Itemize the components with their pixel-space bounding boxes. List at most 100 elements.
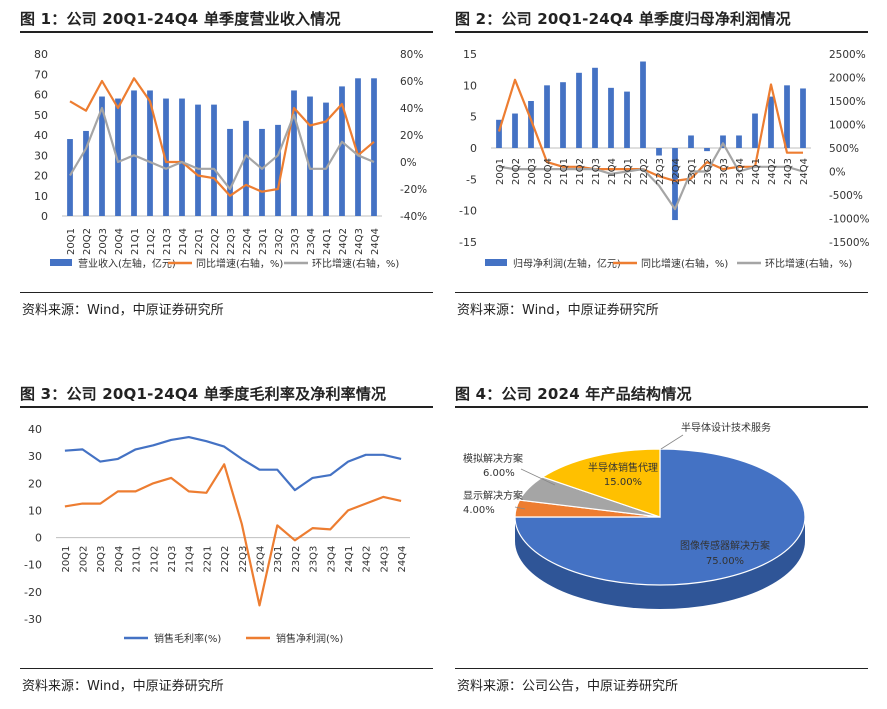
chart1-bar [291, 90, 297, 216]
chart3-xtick: 22Q4 [256, 546, 267, 573]
chart4-label-sales-agent-pct: 15.00% [604, 477, 642, 488]
chart2-bar [496, 119, 502, 148]
chart2-bar [704, 148, 710, 152]
panel-net-profit: 图 2：公司 20Q1-24Q4 单季度归母净利润情况 -15 -10 -5 0 5 10… [455, 0, 870, 330]
chart4-label-sales-agent: 半导体销售代理 [588, 461, 658, 474]
chart1-legend-label: 环比增速(右轴，%) [312, 257, 399, 270]
chart1-bar [307, 96, 313, 216]
chart4-slice-side [515, 517, 805, 609]
chart3-xtick: 23Q3 [309, 546, 320, 573]
chart1-yoy-line [69, 77, 375, 197]
chart1-legend-label: 营业收入(左轴，亿元) [78, 257, 176, 270]
chart1-bar [99, 96, 105, 216]
chart3-xtick: 21Q2 [149, 546, 160, 573]
chart1-ytick-left: 70 [34, 68, 48, 81]
chart2-bar [752, 113, 758, 148]
chart1-ytick-right: 20% [400, 130, 423, 142]
chart2-bar [640, 61, 646, 148]
chart1-bar [227, 128, 233, 216]
chart1-bar [179, 98, 185, 216]
chart2-xtick: 21Q3 [591, 158, 602, 185]
chart3-xtick: 20Q4 [114, 546, 125, 573]
chart1-xtick: 20Q4 [114, 228, 125, 255]
chart1-qoq-line [69, 106, 375, 191]
chart2-xtick: 21Q4 [607, 158, 618, 185]
chart1-legend-label: 同比增速(右轴，%) [196, 257, 283, 270]
chart3-xtick: 20Q3 [96, 546, 107, 573]
chart3-xtick: 21Q1 [132, 546, 143, 573]
chart3-legend-label: 销售净利润(%) [276, 632, 343, 645]
chart1-svg: 0 10 20 30 40 50 60 70 80 -40% -20% 0% 20% 40% 60% 80% 2… [34, 48, 427, 270]
chart3-net-margin-line [64, 463, 402, 607]
chart2-ytick-right: 1500% [829, 96, 866, 108]
panel-revenue: 图 1：公司 20Q1-24Q4 单季度营业收入情况 0 10 20 30 40 50 60… [20, 0, 433, 330]
chart1-bar [211, 104, 217, 216]
chart2-xtick: 24Q2 [767, 158, 778, 185]
chart1-bar [147, 90, 153, 216]
chart2-ytick-right: -1000% [829, 214, 870, 226]
chart2-xtick: 24Q3 [783, 158, 794, 185]
chart2-ytick-left: 10 [463, 79, 477, 92]
chart1-bar [243, 120, 249, 216]
chart2-legend-label: 同比增速(右轴，%) [641, 257, 728, 270]
chart2-bar [720, 135, 726, 148]
chart1-xtick: 21Q1 [130, 228, 141, 255]
chart2-xtick: 22Q4 [671, 158, 682, 185]
chart1-ytick-left: 20 [34, 170, 48, 183]
panel-product-mix: 图 4：公司 2024 年产品结构情况 图像传感器解决方案 75.00% 显示解决方… [455, 375, 868, 709]
chart4-label-display: 显示解决方案 [463, 489, 523, 502]
chart2-ytick-left: 0 [470, 142, 477, 155]
chart2-ytick-right: 1000% [829, 120, 866, 132]
chart1-xtick: 24Q2 [338, 228, 349, 255]
chart1-ytick-left: 80 [34, 48, 48, 61]
chart1-ytick-right: 40% [400, 103, 423, 115]
chart3-xtick: 24Q3 [379, 546, 390, 573]
chart4-svg: 图像传感器解决方案 75.00% 显示解决方案 4.00% 模拟解决方案 6.00% 半导体… [463, 421, 806, 609]
chart1-xtick: 20Q3 [98, 228, 109, 255]
chart2-ytick-right: 2500% [829, 49, 866, 61]
chart4-leader-line [520, 468, 556, 486]
chart1-xtick: 21Q2 [146, 228, 157, 255]
chart3-ytick: 40 [28, 423, 42, 436]
chart2-bar [528, 101, 534, 148]
chart3-gross-margin-line [64, 436, 402, 492]
chart1-xtick: 22Q1 [194, 228, 205, 255]
chart3-top-rule [20, 406, 433, 408]
chart2-bar [592, 67, 598, 148]
chart4-label-analog-pct: 6.00% [483, 468, 515, 479]
chart1-ytick-left: 10 [34, 190, 48, 203]
chart2-legend-label: 环比增速(右轴，%) [765, 257, 852, 270]
chart2-source: 资料来源：Wind，中原证券研究所 [457, 303, 659, 318]
chart1-title: 图 1：公司 20Q1-24Q4 单季度营业收入情况 [20, 10, 341, 28]
chart1-ytick-left: 50 [34, 109, 48, 122]
chart2-ytick-left: -15 [459, 236, 477, 249]
chart3-ytick: 20 [28, 477, 42, 490]
chart1-xtick: 23Q1 [258, 228, 269, 255]
chart2-ytick-right: 500% [829, 143, 859, 155]
chart1-bar [339, 86, 345, 217]
chart1-bar [83, 130, 89, 216]
chart2-xtick: 20Q4 [543, 158, 554, 185]
chart3-ytick: 30 [28, 450, 42, 463]
chart2-ytick-right: -1500% [829, 237, 870, 249]
chart2-ytick-right: 2000% [829, 73, 866, 85]
chart2-bar [544, 85, 550, 148]
chart2-xtick: 23Q4 [735, 158, 746, 185]
chart2-xtick: 20Q3 [527, 158, 538, 185]
chart2-xtick: 21Q1 [559, 158, 570, 185]
chart1-xtick: 23Q3 [290, 228, 301, 255]
chart3-xtick: 24Q4 [397, 546, 408, 573]
chart2-xtick: 21Q2 [575, 158, 586, 185]
chart3-ytick: -10 [24, 559, 42, 572]
chart1-xtick: 24Q1 [322, 228, 333, 255]
chart3-xtick: 22Q2 [220, 546, 231, 573]
chart1-ytick-right: 0% [400, 157, 417, 169]
chart1-bar [275, 124, 281, 216]
chart1-source: 资料来源：Wind，中原证券研究所 [22, 303, 224, 318]
chart2-ytick-left: 5 [470, 111, 477, 124]
chart4-source: 资料来源：公司公告，中原证券研究所 [457, 679, 679, 694]
chart2-xtick: 24Q4 [799, 158, 810, 185]
chart3-xtick: 20Q2 [79, 546, 90, 573]
chart2-bar [768, 96, 774, 148]
chart3-xtick: 21Q4 [185, 546, 196, 573]
